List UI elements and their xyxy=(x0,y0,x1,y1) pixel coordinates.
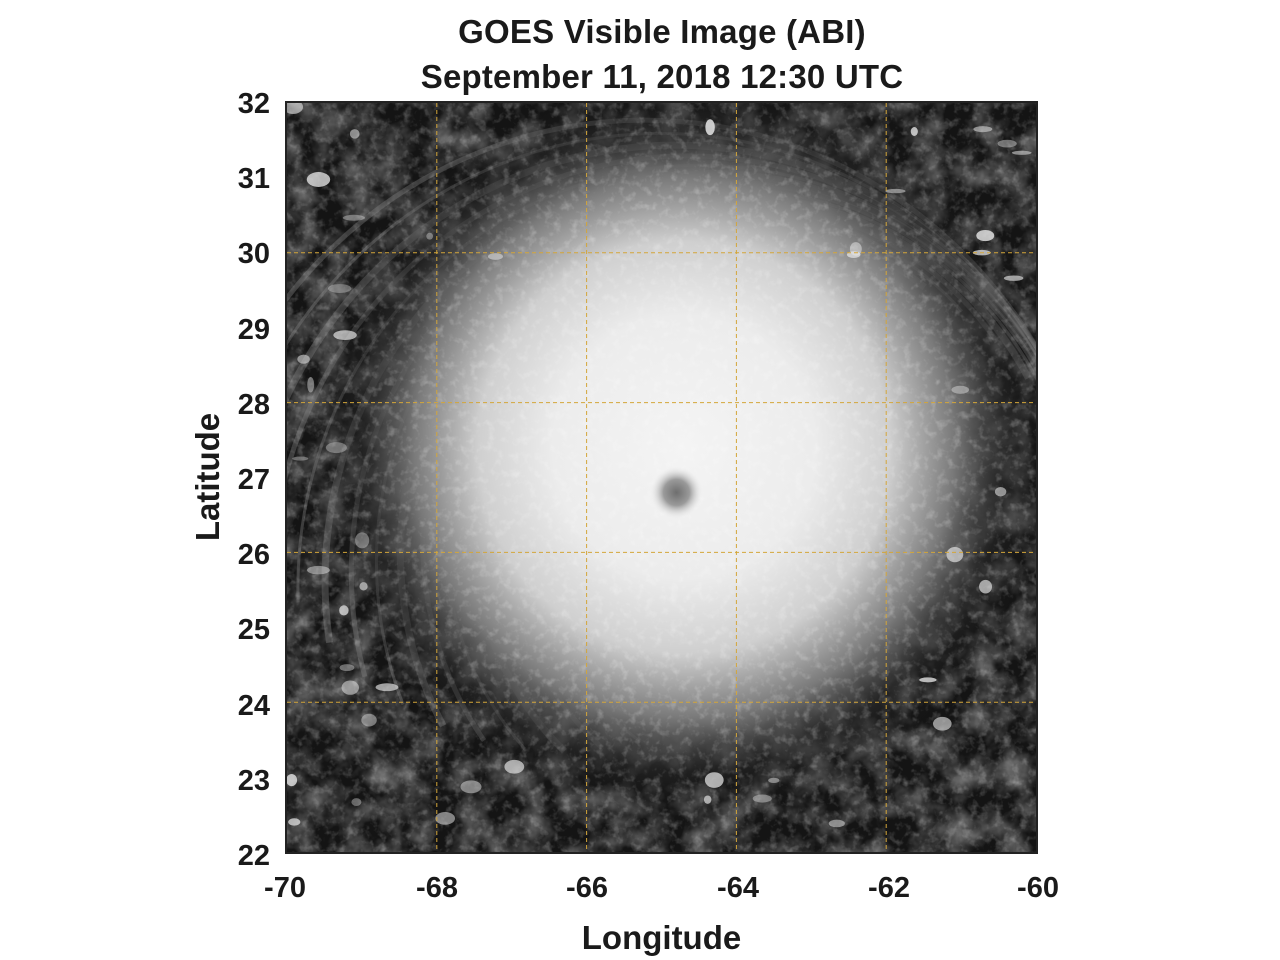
cloud-patch xyxy=(910,127,918,136)
cloud-patch xyxy=(1003,275,1024,281)
cloud-patch xyxy=(297,354,310,364)
cloud-patch xyxy=(946,547,964,563)
cloud-patch xyxy=(341,680,359,695)
cloud-patch xyxy=(339,664,355,672)
y-tick-label: 23 xyxy=(237,765,270,797)
cloud-patch xyxy=(828,819,845,828)
y-tick-label: 31 xyxy=(237,163,270,195)
x-tick-label: -66 xyxy=(566,872,608,904)
cloud-patch xyxy=(349,129,360,139)
cloud-patch xyxy=(994,487,1007,497)
cloud-patch xyxy=(351,798,362,806)
cloud-patch xyxy=(487,253,504,260)
cloud-patch xyxy=(359,582,368,591)
cloud-patch xyxy=(288,818,301,826)
y-tick-label: 29 xyxy=(237,314,270,346)
cloud-patch xyxy=(325,442,347,454)
cloud-patch xyxy=(703,795,712,804)
cloud-patch xyxy=(327,284,352,293)
cloud-patch xyxy=(460,780,482,794)
cloud-patch xyxy=(705,119,715,136)
x-axis-label: Longitude xyxy=(581,919,742,956)
x-tick-label: -62 xyxy=(868,872,910,904)
y-tick-label: 30 xyxy=(237,238,270,270)
cloud-patch xyxy=(997,139,1017,148)
cloud-patch xyxy=(976,230,995,242)
x-tick-label: -60 xyxy=(1017,872,1059,904)
y-tick-label: 24 xyxy=(237,690,270,722)
cloud-patch xyxy=(287,774,298,787)
cloud-patch xyxy=(333,330,357,341)
cloud-patch xyxy=(339,605,349,616)
cloud-patch xyxy=(973,126,993,133)
cloud-patch xyxy=(375,683,399,692)
y-axis-label: Latitude xyxy=(189,412,226,542)
satellite-image xyxy=(287,103,1036,852)
y-tick-label: 22 xyxy=(237,840,270,872)
figure-title: GOES Visible Image (ABI) xyxy=(458,13,866,50)
cloud-patch xyxy=(426,232,434,240)
y-tick-label: 26 xyxy=(237,539,270,571)
cloud-patch xyxy=(846,251,861,259)
cloud-patch xyxy=(1011,150,1032,155)
cloud-patch xyxy=(932,716,952,731)
cloud-patch xyxy=(752,794,772,803)
cloud-patch xyxy=(307,565,330,575)
cloud-patch xyxy=(354,532,370,549)
cloud-patch xyxy=(306,172,331,187)
cloud-patch xyxy=(504,759,525,774)
y-tick-label: 28 xyxy=(237,389,270,421)
cloud-patch xyxy=(342,214,366,221)
cloud-patch xyxy=(292,456,309,461)
cloud-patch xyxy=(307,377,315,393)
figure-subtitle: September 11, 2018 12:30 UTC xyxy=(420,58,904,95)
cloud-patch xyxy=(919,677,937,683)
storm-eye xyxy=(650,466,703,519)
x-tick-label: -64 xyxy=(717,872,759,904)
cloud-patch xyxy=(287,103,304,114)
x-tick-label: -68 xyxy=(416,872,458,904)
cloud-patch xyxy=(951,385,970,394)
satellite-image-panel xyxy=(285,101,1038,854)
cloud-patch xyxy=(768,777,780,784)
y-tick-label: 32 xyxy=(237,88,270,120)
cloud-patch xyxy=(704,772,724,788)
cloud-patch xyxy=(885,188,906,194)
cloud-patch xyxy=(361,713,377,727)
cloud-patch xyxy=(979,579,993,594)
y-tick-label: 27 xyxy=(237,464,270,496)
x-tick-label: -70 xyxy=(264,872,306,904)
y-tick-label: 25 xyxy=(237,614,270,646)
cloud-patch xyxy=(435,811,456,825)
